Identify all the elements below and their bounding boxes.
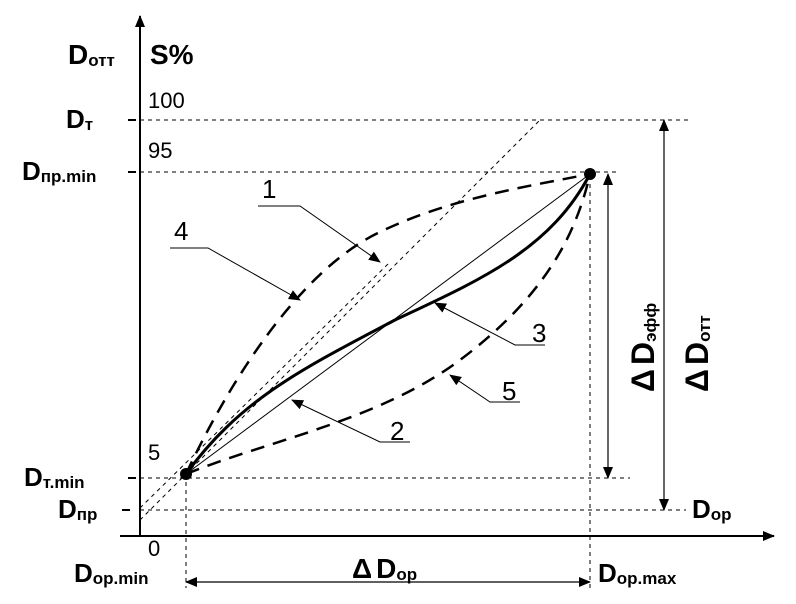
curve-1-number: 1 xyxy=(262,174,276,204)
delta-dott-label: ΔDотт xyxy=(679,315,715,392)
start-point xyxy=(180,468,192,480)
dopmax-label: Dор.max xyxy=(598,558,677,588)
y-axis-label: Dотт xyxy=(68,39,115,70)
reference-lines xyxy=(139,119,690,588)
leader-lines xyxy=(170,205,545,443)
leader-3 xyxy=(434,302,545,346)
curve-2-number: 2 xyxy=(390,416,404,446)
x-axis-label: Dор xyxy=(692,494,732,524)
dopmin-label: Dор.min xyxy=(74,558,149,588)
curve-5-number: 5 xyxy=(502,376,516,406)
curve-3-number: 3 xyxy=(532,318,546,348)
tangent-line xyxy=(139,261,391,509)
dprmin-label: Dпр.min xyxy=(22,156,96,186)
curve-4-dashed-upper xyxy=(184,172,591,475)
leader-5 xyxy=(449,374,520,403)
curve-3-solid xyxy=(184,173,592,475)
percent-95-label: 95 xyxy=(148,138,172,163)
dt-label: Dт xyxy=(66,104,93,134)
curve-4-number: 4 xyxy=(174,216,188,246)
ideal-diagonal-line xyxy=(139,119,541,521)
origin-label: 0 xyxy=(148,536,160,561)
leader-2 xyxy=(291,399,410,443)
percent-axis-label: S% xyxy=(150,39,194,70)
dpr-label: Dпр xyxy=(58,494,97,524)
percent-100-label: 100 xyxy=(148,88,185,113)
end-point xyxy=(584,168,596,180)
leader-1 xyxy=(258,205,381,263)
y-ticks xyxy=(122,119,136,511)
percent-5-label: 5 xyxy=(148,440,160,465)
delta-deff-label: ΔDэфф xyxy=(625,303,661,392)
curve-5-dashed-lower xyxy=(185,173,592,476)
leader-4 xyxy=(170,247,301,301)
delta-dop-label: Δ Dор xyxy=(352,553,417,584)
dtmin-label: Dт.min xyxy=(24,462,85,492)
